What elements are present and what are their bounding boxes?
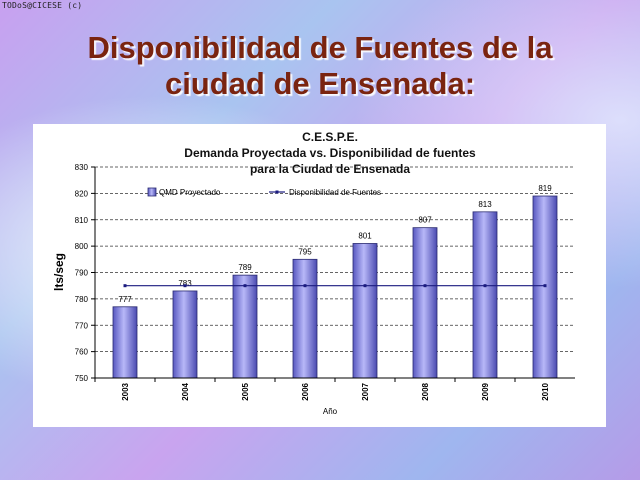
- line-marker-2005: [243, 284, 247, 288]
- bar-2008: [412, 227, 438, 379]
- x-tick-label-2009: 2009: [481, 382, 490, 400]
- bar-2003: [112, 306, 138, 379]
- x-tick-label-2008: 2008: [421, 382, 430, 400]
- y-tick-label: 790: [75, 269, 89, 278]
- bar-2004: [172, 290, 198, 379]
- y-axis-label: lts/seg: [52, 253, 66, 291]
- line-marker-2008: [423, 284, 427, 288]
- chart: C.E.S.P.E. Demanda Proyectada vs. Disponi…: [52, 130, 575, 416]
- line-marker-2006: [303, 284, 307, 288]
- y-tick-label: 780: [75, 295, 89, 304]
- y-tick-label: 800: [75, 242, 89, 251]
- y-tick-label: 830: [75, 163, 89, 172]
- y-tick-label: 820: [75, 189, 89, 198]
- data-label-2008: 807: [418, 216, 432, 225]
- y-tick-label: 770: [75, 321, 89, 330]
- chart-panel: C.E.S.P.E. Demanda Proyectada vs. Disponi…: [33, 124, 606, 427]
- x-tick-label-2007: 2007: [361, 382, 370, 400]
- data-label-2010: 819: [538, 184, 552, 193]
- line-marker-2009: [483, 284, 487, 288]
- x-tick-label-2010: 2010: [541, 382, 550, 400]
- x-tick-label-2003: 2003: [121, 382, 130, 400]
- chart-title-line-2: Demanda Proyectada vs. Disponibilidad de…: [184, 146, 476, 160]
- chart-title-line-3: para la Ciudad de Ensenada: [250, 162, 410, 176]
- line-marker-2010: [543, 284, 547, 288]
- line-marker-2003: [123, 284, 127, 288]
- x-axis-label: Año: [323, 407, 338, 416]
- chart-title-line-1: C.E.S.P.E.: [302, 130, 358, 144]
- data-label-2009: 813: [478, 200, 492, 209]
- legend-label-bar: QMD Proyectado: [159, 188, 221, 197]
- data-label-2004: 783: [178, 279, 192, 288]
- data-label-2007: 801: [358, 231, 372, 240]
- bar-2009: [472, 211, 498, 379]
- slide-title-line2: ciudad de Ensenada:: [164, 66, 476, 101]
- bar-2007: [352, 243, 378, 379]
- slide-title: Disponibilidad de Fuentes de la ciudad d…: [0, 30, 640, 102]
- y-tick-label: 810: [75, 216, 89, 225]
- bar-2005: [232, 274, 258, 379]
- data-label-2006: 795: [298, 247, 312, 256]
- y-tick-label: 760: [75, 348, 89, 357]
- x-tick-label-2004: 2004: [181, 382, 190, 400]
- slide-title-line1: Disponibilidad de Fuentes de la: [87, 30, 553, 65]
- legend-swatch-bar: [147, 187, 157, 197]
- watermark: TODoS@CICESE (c): [2, 1, 83, 10]
- data-label-2003: 777: [118, 295, 132, 304]
- bar-2006: [292, 258, 318, 379]
- x-tick-label-2005: 2005: [241, 382, 250, 400]
- line-marker-2004: [183, 284, 187, 288]
- data-label-2005: 789: [238, 263, 252, 272]
- legend-label-line: Disponibilidad de Fuentes: [289, 188, 381, 197]
- x-tick-label-2006: 2006: [301, 382, 310, 400]
- legend-marker-line: [275, 190, 279, 194]
- line-marker-2007: [363, 284, 367, 288]
- y-tick-label: 750: [75, 374, 89, 383]
